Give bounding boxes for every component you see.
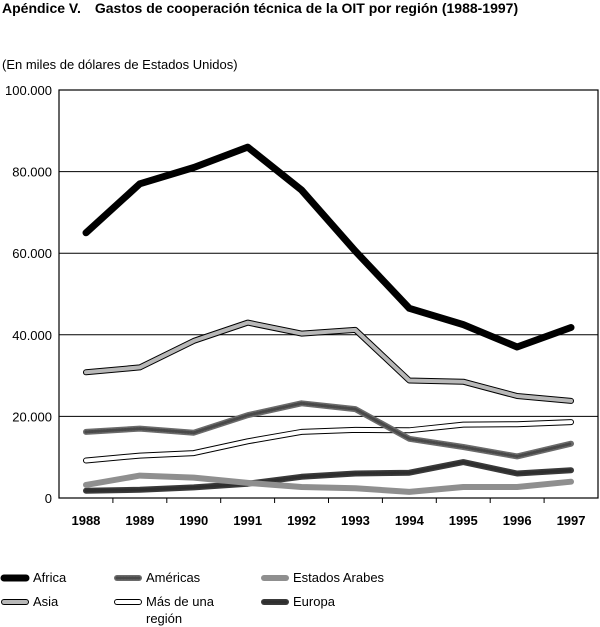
series-line-estados-arabes <box>83 472 574 495</box>
legend-label-asia: Asia <box>33 594 59 609</box>
y-tick-label: 100.000 <box>5 83 52 98</box>
legend-label-mas-de-una-region: Más de una región <box>146 594 214 626</box>
legend-label-africa: Africa <box>33 570 67 585</box>
x-tick-label: 1991 <box>233 513 262 528</box>
x-tick-label: 1988 <box>71 513 100 528</box>
x-tick-label: 1993 <box>341 513 370 528</box>
y-tick-label: 80.000 <box>12 165 52 180</box>
appendix-label: Apéndice V. <box>2 0 81 16</box>
x-tick-label: 1992 <box>287 513 316 528</box>
y-tick-label: 20.000 <box>12 409 52 424</box>
units-subtitle: (En miles de dólares de Estados Unidos) <box>2 57 238 72</box>
series-line-asia <box>83 319 574 404</box>
legend-label-americas: Américas <box>146 570 201 585</box>
plot-frame <box>58 89 599 499</box>
series-line-africa <box>82 143 575 351</box>
x-tick-label: 1996 <box>503 513 532 528</box>
legend-label-europa: Europa <box>293 594 335 609</box>
series-line-mas-de-una-region <box>83 419 574 464</box>
title-text: Gastos de cooperación técnica de la OIT … <box>94 0 519 16</box>
chart-title: Apéndice V. Gastos de cooperación técnica… <box>2 0 518 16</box>
x-tick-label: 1990 <box>179 513 208 528</box>
legend-label-estados-arabes: Estados Arabes <box>293 570 385 585</box>
series-line-americas <box>83 400 574 460</box>
series-line-europa <box>83 459 574 494</box>
y-tick-label: 60.000 <box>12 246 52 261</box>
x-tick-label: 1989 <box>125 513 154 528</box>
x-tick-label: 1997 <box>557 513 586 528</box>
y-tick-label: 40.000 <box>12 328 52 343</box>
x-tick-label: 1994 <box>395 513 425 528</box>
y-tick-label: 0 <box>45 491 52 506</box>
x-tick-label: 1995 <box>449 513 478 528</box>
